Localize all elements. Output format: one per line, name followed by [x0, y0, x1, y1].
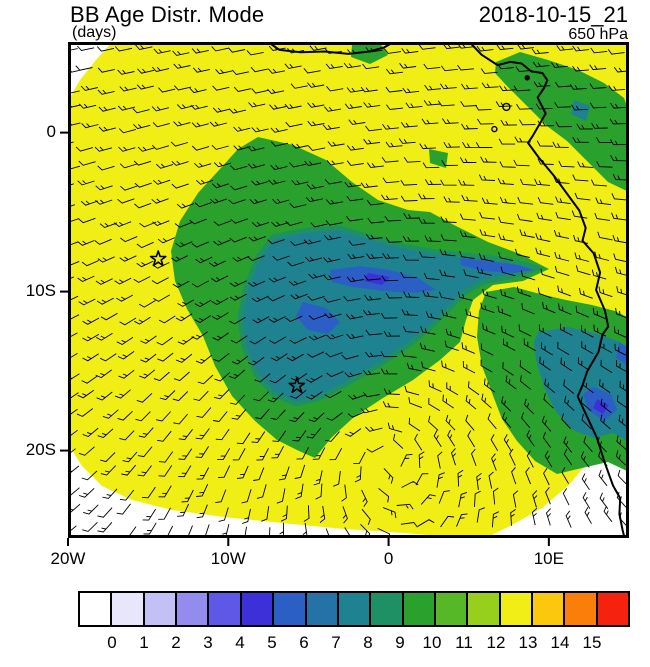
x-axis-label: 20W: [50, 549, 86, 568]
colorbar-label: 3: [203, 633, 213, 652]
figure-pressure-level: 650 hPa: [568, 26, 628, 43]
colorbar-label: 13: [518, 633, 538, 652]
star-marker-2: [288, 377, 306, 394]
y-axis-label: 10S: [25, 280, 56, 300]
colorbar-cell: [338, 593, 372, 625]
colorbar-label: 7: [331, 633, 341, 652]
colorbar-cell: [177, 593, 210, 625]
darkblue-coastal-speck: [593, 399, 609, 414]
station-markers: [149, 250, 306, 394]
colorbar-label: 15: [582, 633, 602, 652]
colorbar-cell: [403, 593, 436, 625]
x-axis-label: 10W: [210, 549, 246, 568]
colorbar-cell: [500, 593, 534, 625]
colorbar-cell: [597, 593, 629, 625]
colorbar-cell: [241, 593, 275, 625]
figure-title: BB Age Distr. Mode: [70, 2, 265, 27]
colorbar-label: 2: [171, 633, 181, 652]
colorbar-cell: [533, 593, 566, 625]
map-border: [68, 42, 629, 538]
colorbar: [78, 591, 630, 627]
colorbar-cell: [144, 593, 178, 625]
green-coastal-north: [495, 52, 629, 192]
blue-streak-east: [460, 258, 534, 273]
coastline: [266, 42, 626, 538]
colorbar-cell: [435, 593, 469, 625]
colorbar-cell: [112, 593, 145, 625]
colorbar-label: 11: [455, 633, 473, 652]
teal-speck-north: [571, 100, 590, 121]
colorbar-label: 4: [235, 633, 245, 652]
colorbar-label: 10: [422, 633, 442, 652]
colorbar-label: 0: [107, 633, 117, 652]
wind-barbs: [68, 43, 629, 538]
west-africa-coast: [468, 42, 626, 538]
colorbar-label: 12: [486, 633, 506, 652]
colorbar-cell: [371, 593, 404, 625]
colorbar-label: 9: [395, 633, 405, 652]
island-circle-small: [491, 125, 498, 133]
white-patch-bottom-right: [486, 390, 629, 538]
islands: [491, 75, 530, 133]
island-dot-north: [524, 75, 530, 81]
colorbar-label: 5: [267, 633, 277, 652]
y-axis-label: 0: [46, 121, 56, 141]
x-axis-label: 0: [383, 549, 394, 568]
figure-units-label: (days): [72, 24, 117, 41]
blue-coastal-edge: [616, 342, 629, 366]
colorbar-label: 1: [139, 633, 149, 652]
colorbar-cell: [274, 593, 307, 625]
colorbar-cell: [306, 593, 339, 625]
y-axis-label: 20S: [25, 439, 56, 459]
star-marker-1: [149, 250, 167, 267]
colorbar-cell: [209, 593, 242, 625]
white-patch-top-left: [68, 42, 112, 102]
colorbar-cell: [565, 593, 598, 625]
island-circle: [502, 102, 511, 112]
colorbar-label: 14: [550, 633, 570, 652]
colorbar-label: 6: [299, 633, 309, 652]
x-axis-label: 10E: [533, 549, 564, 568]
colorbar-label: 8: [363, 633, 373, 652]
map-plot: [60, 42, 629, 546]
axis-ticks: [60, 131, 550, 546]
colorbar-cell: [468, 593, 501, 625]
gulf-of-guinea-coast: [266, 42, 396, 55]
figure-datetime: 2018-10-15_21: [478, 2, 628, 27]
colorbar-cell: [80, 593, 113, 625]
